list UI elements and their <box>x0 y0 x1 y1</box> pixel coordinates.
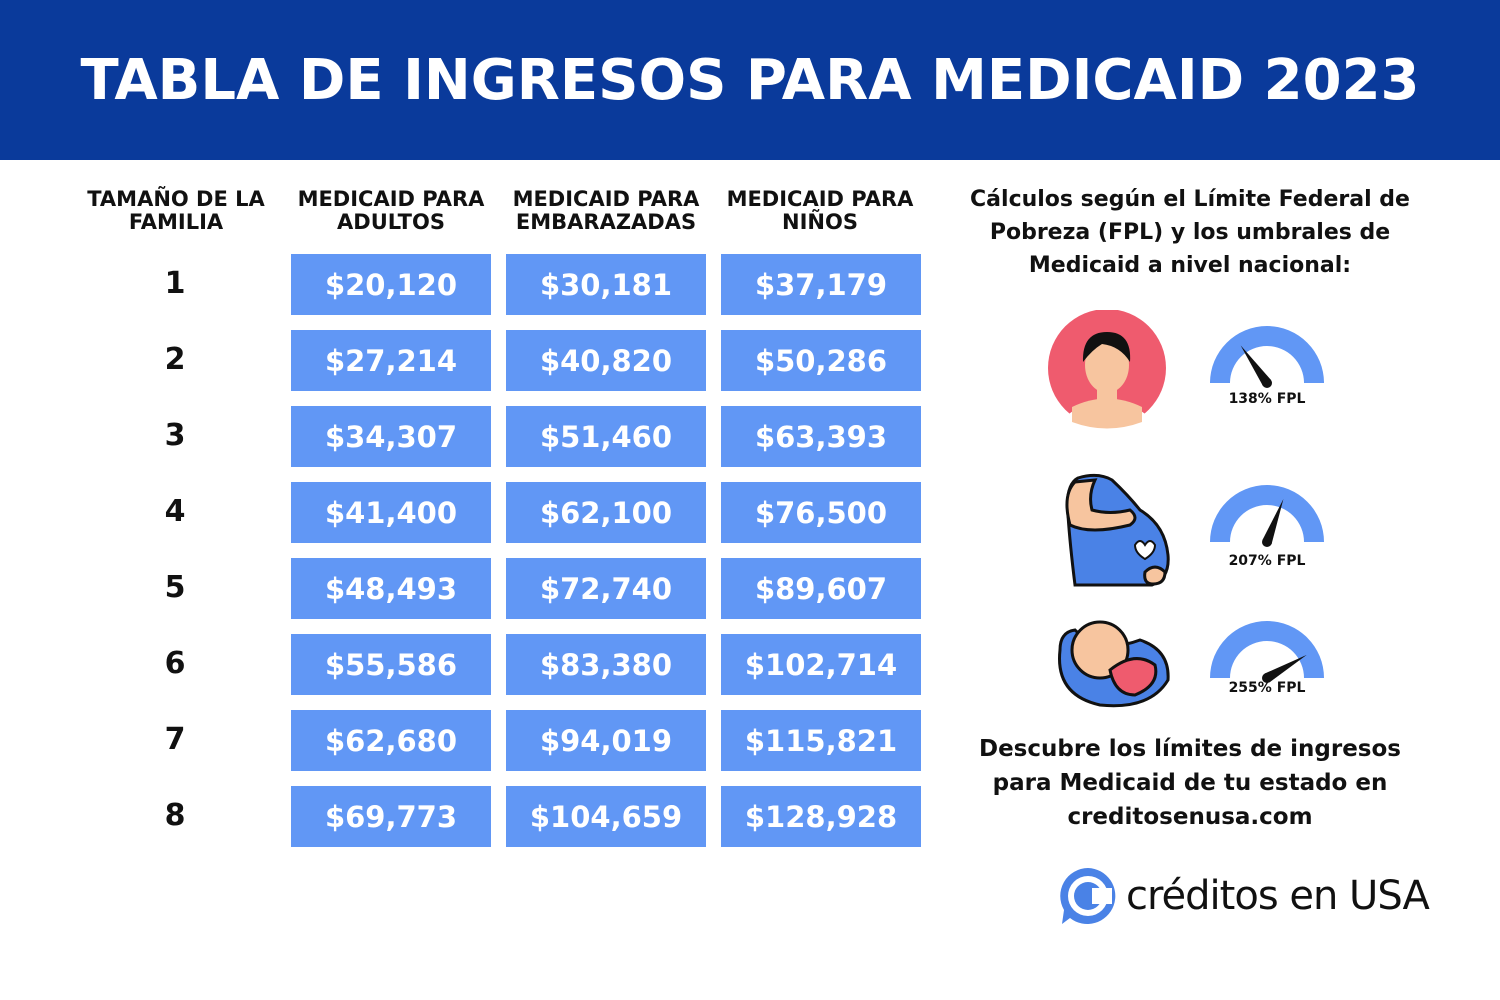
page-title: TABLA DE INGRESOS PARA MEDICAID 2023 <box>80 47 1420 113</box>
income-cell-pregnant: $104,659 <box>506 786 706 847</box>
income-cell-adults: $34,307 <box>291 406 491 467</box>
income-cell-adults: $69,773 <box>291 786 491 847</box>
row-family-size: 8 <box>164 798 186 833</box>
logo: créditos en USA <box>1058 866 1430 926</box>
income-cell-children: $102,714 <box>721 634 921 695</box>
row-family-size: 2 <box>164 342 186 377</box>
income-cell-pregnant: $94,019 <box>506 710 706 771</box>
income-cell-adults: $55,586 <box>291 634 491 695</box>
income-cell-adults: $62,680 <box>291 710 491 771</box>
income-cell-children: $76,500 <box>721 482 921 543</box>
row-family-size: 5 <box>164 570 186 605</box>
income-cell-pregnant: $51,460 <box>506 406 706 467</box>
income-cell-adults: $48,493 <box>291 558 491 619</box>
gauge-hub <box>1262 537 1272 547</box>
gauge-hub <box>1262 378 1272 388</box>
col-header-children: MEDICAID PARA NIÑOS <box>726 187 914 234</box>
income-cell-children: $128,928 <box>721 786 921 847</box>
pregnant-woman-icon <box>1065 473 1170 587</box>
income-cell-pregnant: $83,380 <box>506 634 706 695</box>
gauge-hub <box>1262 673 1272 683</box>
logo-text: créditos en USA <box>1126 873 1430 919</box>
gauge-needle <box>1264 654 1307 683</box>
side-intro: Cálculos según el Límite Federal de Pobr… <box>970 187 1410 278</box>
header-banner: TABLA DE INGRESOS PARA MEDICAID 2023 <box>0 0 1500 160</box>
logo-icon <box>1060 868 1116 924</box>
income-cell-children: $89,607 <box>721 558 921 619</box>
income-cell-pregnant: $30,181 <box>506 254 706 315</box>
income-cell-children: $63,393 <box>721 406 921 467</box>
income-cell-pregnant: $72,740 <box>506 558 706 619</box>
income-cell-adults: $20,120 <box>291 254 491 315</box>
income-cell-pregnant: $62,100 <box>506 482 706 543</box>
adult-woman-icon <box>1048 310 1166 429</box>
gauge-arc <box>1210 326 1324 383</box>
col-header-family-size: TAMAÑO DE LA FAMILIA <box>87 187 265 234</box>
row-family-size: 4 <box>164 494 186 529</box>
col-header-adults: MEDICAID PARA ADULTOS <box>297 187 485 234</box>
col-header-pregnant: MEDICAID PARA EMBARAZADAS <box>512 187 700 234</box>
baby-icon <box>1058 620 1170 708</box>
gauge-icon <box>1210 485 1324 547</box>
row-family-size: 7 <box>164 722 186 757</box>
icons-column <box>1048 310 1170 708</box>
income-cell-adults: $41,400 <box>291 482 491 543</box>
gauge-icon <box>1210 621 1324 683</box>
income-cell-adults: $27,214 <box>291 330 491 391</box>
row-family-size: 1 <box>164 266 186 301</box>
row-family-size: 6 <box>164 646 186 681</box>
row-family-size: 3 <box>164 418 186 453</box>
gauge-label: 138% FPL <box>1228 391 1306 407</box>
gauge-label: 207% FPL <box>1228 553 1306 569</box>
income-cell-children: $37,179 <box>721 254 921 315</box>
gauge-needle <box>1262 499 1284 544</box>
gauge-arc <box>1210 485 1324 542</box>
income-cell-pregnant: $40,820 <box>506 330 706 391</box>
gauge-arc <box>1210 621 1324 678</box>
gauge-icon <box>1210 326 1324 388</box>
income-cell-children: $115,821 <box>721 710 921 771</box>
gauge-needle <box>1240 345 1272 386</box>
gauge-label: 255% FPL <box>1228 680 1306 696</box>
cta-text: Descubre los límites de ingresos para Me… <box>978 736 1401 830</box>
income-cell-children: $50,286 <box>721 330 921 391</box>
